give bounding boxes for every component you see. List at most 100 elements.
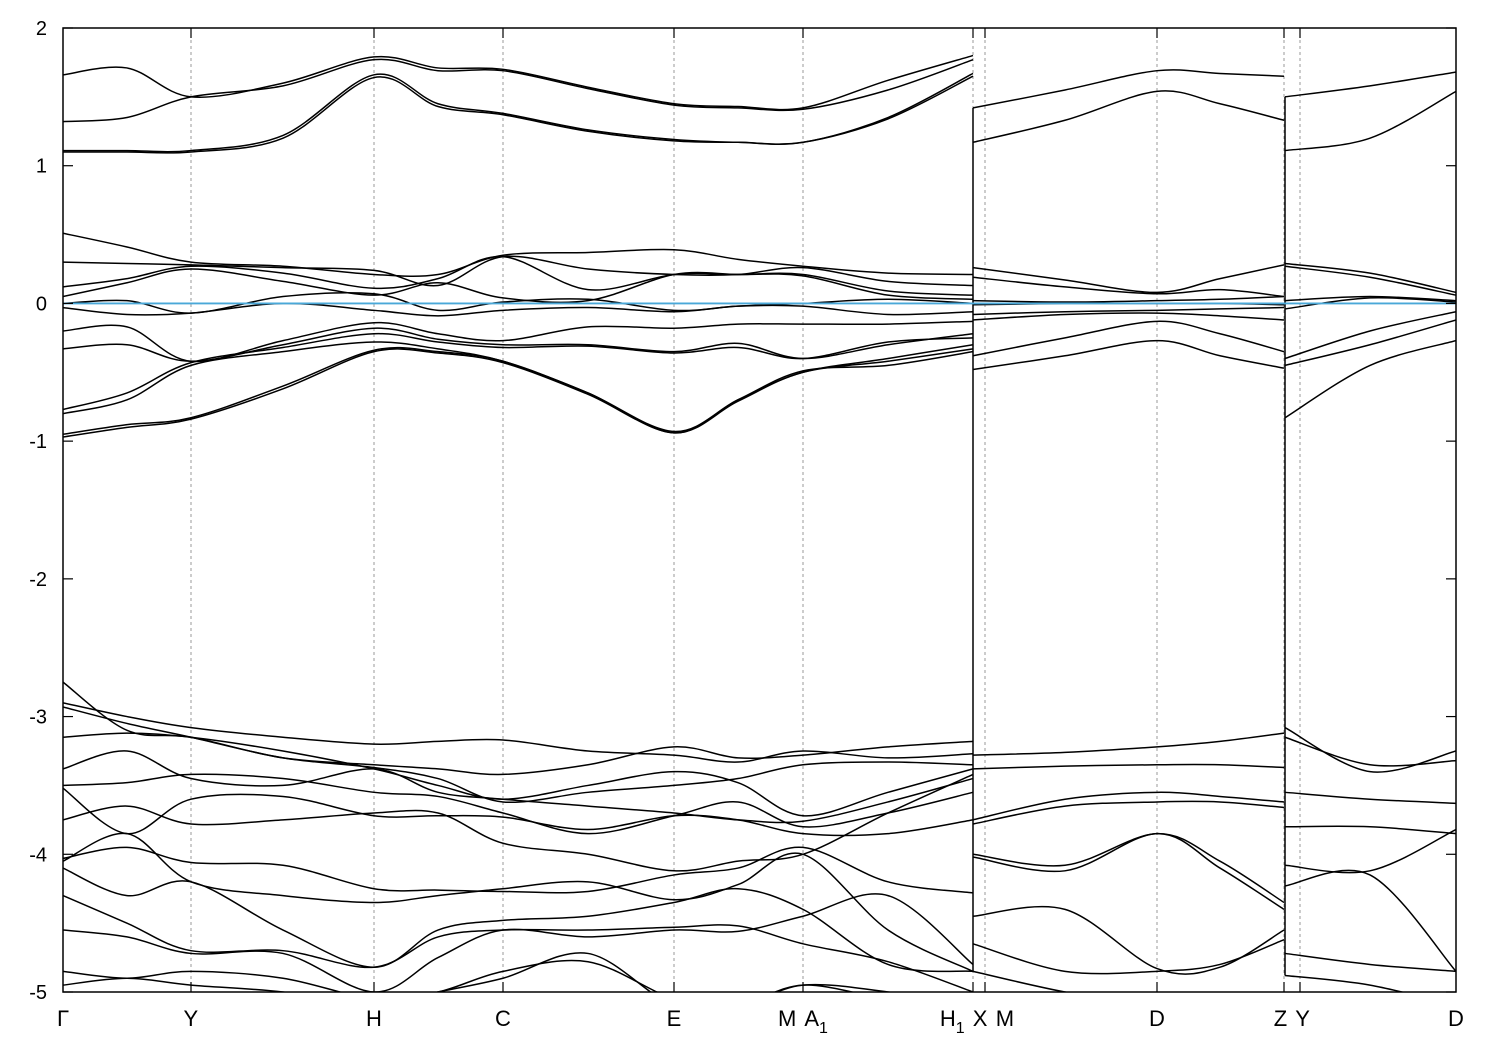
band-seg2-13: [972, 791, 1285, 821]
band-seg1-3: [63, 72, 974, 153]
band-seg1-21: [63, 750, 974, 824]
kpoint-label-text: D: [1448, 1006, 1464, 1031]
y-tick-label: -2: [29, 569, 47, 591]
y-tick-label: 1: [36, 156, 47, 178]
band-seg2-7: [972, 306, 1285, 316]
kpoint-label: D: [1448, 1006, 1464, 1031]
band-seg1-11: [63, 320, 974, 363]
band-seg3-13: [1284, 825, 1456, 835]
kpoint-label-subscript: 1: [956, 1020, 965, 1037]
band-seg2-17: [972, 905, 1285, 975]
band-seg1-25: [63, 846, 974, 894]
band-seg1-12: [63, 327, 974, 363]
y-tick-label: -3: [29, 707, 47, 729]
kpoint-label-text: Γ: [57, 1006, 69, 1031]
band-seg2-10: [972, 339, 1285, 371]
band-seg3-14: [1284, 828, 1456, 874]
band-seg1-22: [63, 773, 974, 835]
kpoint-label-text: D: [1149, 1006, 1165, 1031]
kpoint-label: M: [996, 1006, 1014, 1031]
band-seg1-19: [63, 706, 974, 804]
y-tick-label: -4: [29, 844, 47, 866]
kpoint-label: Γ: [57, 1006, 69, 1031]
kpoint-label: H: [366, 1006, 382, 1031]
band-seg3-16: [1284, 952, 1456, 973]
kpoint-label: X: [973, 1006, 988, 1031]
y-tick-label: -1: [29, 431, 47, 453]
kpoint-label: Y: [184, 1006, 199, 1031]
band-seg1-7: [63, 255, 974, 296]
kpoint-label-text: A: [804, 1006, 819, 1031]
band-seg2-16: [972, 832, 1285, 911]
kpoint-label: D: [1149, 1006, 1165, 1031]
band-seg2-18: [972, 938, 1285, 975]
band-seg1-18: [63, 702, 974, 763]
band-seg3-6: [1284, 296, 1456, 310]
band-seg1-14: [63, 341, 974, 434]
band-seg1-23: [63, 787, 974, 837]
kpoint-label: Y: [1295, 1006, 1310, 1031]
band-seg3-10: [1284, 726, 1456, 773]
band-seg3-3: [1284, 262, 1456, 294]
kpoint-label: A1: [804, 1006, 828, 1037]
band-seg3-7: [1284, 310, 1456, 360]
band-seg3-17: [1284, 974, 1406, 992]
kpoint-label: H1: [940, 1006, 965, 1037]
y-axis: -5 -4 -3 -2 -1 0 1 2: [29, 18, 1456, 1004]
band-seg3-9: [1284, 339, 1456, 419]
kpoint-label-text: X: [973, 1006, 988, 1031]
kpoint-label-text: E: [667, 1006, 682, 1031]
y-tick-label: 2: [36, 18, 47, 40]
kpoint-label-text: M: [996, 1006, 1014, 1031]
band-seg1-5: [63, 232, 974, 278]
kpoint-label-text: Y: [1295, 1006, 1310, 1031]
band-seg2-2: [972, 90, 1285, 144]
band-seg3-12: [1284, 791, 1456, 805]
band-seg2-1: [972, 69, 1285, 109]
band-seg1-24: [63, 773, 974, 872]
band-seg2-8: [972, 312, 1285, 321]
band-seg1-13: [63, 332, 974, 411]
band-seg3-8: [1284, 319, 1456, 367]
kpoint-label-text: C: [495, 1006, 511, 1031]
band-seg1-30: [63, 959, 894, 992]
kpoint-label-text: Y: [184, 1006, 199, 1031]
y-tick-label: -5: [29, 982, 47, 1004]
kpoint-label-subscript: 1: [819, 1020, 828, 1037]
band-seg2-3: [972, 264, 1285, 294]
band-seg1-15: [63, 346, 974, 435]
band-seg1-16: [63, 348, 974, 438]
band-seg1-27: [63, 867, 974, 973]
band-seg3-1: [1284, 71, 1456, 98]
kpoint-label: Z: [1274, 1006, 1287, 1031]
kpoint-label-text: H: [366, 1006, 382, 1031]
band-seg2-12: [972, 763, 1285, 770]
band-seg1-31: [63, 952, 856, 992]
kpoint-label-text: Z: [1274, 1006, 1287, 1031]
x-axis: Γ Y H C E M A1 H1 X M D Z Y D: [57, 1006, 1464, 1037]
band-seg1-28: [63, 894, 974, 992]
grid-lines: [190, 28, 1301, 992]
band-seg3-15: [1284, 869, 1456, 972]
band-seg1-2: [63, 58, 974, 123]
kpoint-label-text: H: [940, 1006, 956, 1031]
band-seg2-14: [972, 800, 1285, 825]
band-seg2-9: [972, 320, 1285, 357]
y-tick-label: 0: [36, 293, 47, 315]
band-seg1-4: [63, 75, 974, 154]
band-seg2-5: [972, 295, 1285, 303]
band-seg1-10: [63, 302, 974, 317]
kpoint-label: C: [495, 1006, 511, 1031]
band-seg1-8: [63, 268, 974, 304]
kpoint-label: E: [667, 1006, 682, 1031]
band-seg1-1: [63, 54, 974, 111]
bands: [63, 54, 1456, 992]
band-seg3-5: [1284, 295, 1456, 302]
band-seg1-29: [63, 893, 974, 992]
band-seg2-19: [972, 970, 1070, 992]
band-seg3-2: [1284, 90, 1456, 152]
plot-frame: [62, 27, 1457, 993]
kpoint-label-text: M: [778, 1006, 796, 1031]
band-seg2-4: [972, 276, 1285, 298]
